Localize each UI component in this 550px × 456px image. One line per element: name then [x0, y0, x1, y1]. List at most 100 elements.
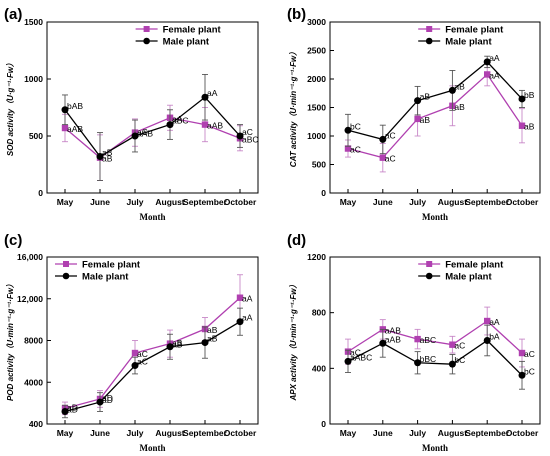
y-axis-label: CAT activity（U·min⁻¹·g⁻¹·Fw）: [288, 48, 298, 167]
significance-label: aB: [524, 122, 535, 132]
significance-label: aAB: [385, 325, 401, 335]
legend-label: Female plant: [445, 25, 504, 36]
series-line: [64, 96, 241, 158]
x-tick-label: August: [438, 197, 467, 207]
significance-label: aC: [137, 357, 148, 367]
data-point: [414, 115, 421, 123]
significance-label: aBC: [242, 134, 259, 144]
significance-label: aB: [207, 325, 218, 335]
y-tick-label: 1500: [24, 17, 43, 27]
x-tick-label: September: [183, 197, 228, 207]
x-tick-label: May: [340, 197, 357, 207]
series-line: [347, 320, 523, 354]
data-point: [449, 341, 456, 348]
significance-label: bB: [524, 90, 535, 100]
data-point: [131, 132, 139, 140]
y-axis-label: POD activity（U·min⁻¹·g⁻¹·Fw）: [5, 280, 15, 401]
significance-label: aB: [172, 340, 183, 350]
significance-label: aA: [207, 88, 218, 98]
data-point: [201, 339, 209, 347]
legend-label: Male plant: [445, 272, 492, 283]
legend-marker: [62, 272, 70, 280]
significance-label: aB: [420, 115, 431, 125]
significance-label: aAB: [207, 121, 223, 131]
significance-label: aC: [242, 127, 253, 137]
panel-label: (d): [287, 232, 306, 249]
significance-label: aB: [420, 92, 431, 102]
x-tick-label: September: [465, 428, 510, 438]
series-line: [347, 73, 523, 159]
series-line: [64, 321, 241, 413]
x-tick-label: October: [224, 428, 257, 438]
significance-label: aD: [102, 393, 113, 403]
data-point: [379, 339, 387, 347]
significance-label: aC: [350, 348, 361, 358]
data-point: [344, 126, 352, 134]
x-axis-label: Month: [422, 443, 448, 453]
legend-marker: [425, 272, 433, 280]
legend-label: Female plant: [163, 25, 222, 36]
data-point: [414, 359, 422, 367]
legend-label: Male plant: [163, 37, 210, 48]
data-point: [201, 93, 209, 101]
y-tick-label: 0: [321, 188, 326, 198]
y-tick-label: 2500: [307, 46, 326, 56]
y-tick-label: 1000: [307, 131, 326, 141]
data-point: [236, 132, 244, 140]
significance-label: aBC: [172, 116, 189, 126]
y-tick-label: 1500: [307, 103, 326, 113]
y-tick-label: 400: [29, 419, 43, 429]
panel-label: (c): [4, 232, 22, 249]
x-tick-label: October: [224, 197, 257, 207]
x-tick-label: September: [465, 197, 510, 207]
y-tick-label: 400: [312, 363, 326, 373]
data-point: [201, 121, 209, 128]
significance-label: aB: [454, 102, 465, 112]
series-line: [347, 61, 523, 141]
series-male: bAB aB aC aBC aA aC: [61, 73, 253, 181]
legend-marker: [143, 26, 150, 32]
significance-label: aAB: [385, 334, 401, 344]
significance-label: aAB: [137, 129, 153, 139]
x-tick-label: May: [57, 428, 74, 438]
series-male: bC aC aB aB aA bB: [344, 53, 535, 155]
x-tick-label: July: [409, 197, 426, 207]
x-tick-label: October: [506, 428, 539, 438]
x-tick-label: June: [373, 197, 393, 207]
y-tick-label: 1200: [307, 252, 326, 262]
significance-label: bBC: [420, 354, 437, 364]
significance-label: aABC: [350, 352, 372, 362]
legend-marker: [143, 37, 150, 45]
significance-label: aB: [102, 148, 113, 158]
significance-label: aB: [102, 154, 113, 164]
x-axis-label: Month: [139, 443, 165, 453]
x-tick-label: July: [126, 197, 143, 207]
data-point: [518, 349, 526, 357]
significance-label: aB: [454, 81, 465, 91]
data-point: [518, 95, 526, 103]
series-line: [347, 339, 523, 376]
data-point: [236, 318, 244, 326]
x-axis-label: Month: [422, 212, 448, 222]
legend-marker: [425, 37, 433, 45]
data-point: [518, 122, 526, 129]
data-point: [344, 357, 352, 365]
data-point: [483, 337, 491, 344]
y-axis-label: SOD activity（U·g⁻¹·Fw）: [5, 59, 15, 156]
data-point: [96, 398, 104, 406]
x-tick-label: August: [155, 197, 184, 207]
plot-frame: [46, 256, 259, 425]
y-tick-label: 0: [38, 188, 43, 198]
panel-label: (a): [4, 6, 22, 23]
data-point: [484, 71, 491, 78]
panel-label: (b): [287, 6, 306, 23]
significance-label: bAB: [67, 101, 83, 111]
series-female: aC aC aB aB aA aB: [344, 62, 535, 173]
significance-label: aA: [489, 70, 500, 80]
y-tick-label: 8000: [24, 336, 43, 346]
data-point: [166, 121, 174, 129]
